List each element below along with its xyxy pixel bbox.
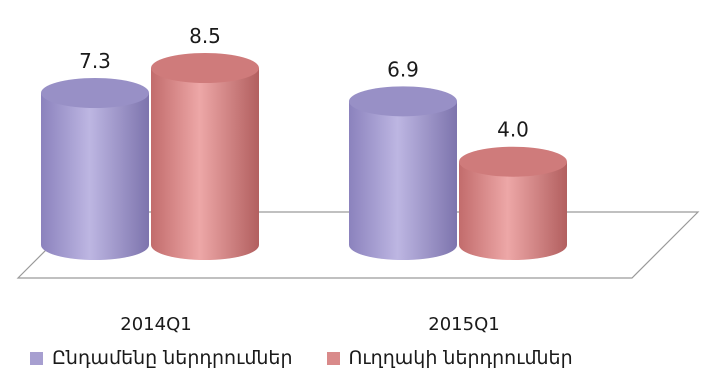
value-label: 6.9 (387, 57, 419, 81)
legend-item-direct: Ուղղակի ներդրումներ (326, 347, 573, 369)
bar-2015Q1-series-0 (349, 86, 457, 260)
legend-swatch-total (30, 351, 43, 365)
category-label: 2014Q1 (120, 314, 191, 335)
bar-2014Q1-series-1 (151, 53, 259, 260)
bar-top (41, 77, 149, 108)
value-labels-layer: 7.3 8.5 6.9 4.0 (79, 24, 529, 142)
legend-item-total: Ընդամենը ներդրումներ (30, 347, 293, 369)
bar-2014Q1-series-0 (41, 77, 149, 260)
legend-label-direct: Ուղղակի ներդրումներ (348, 347, 573, 369)
value-label: 8.5 (189, 24, 221, 48)
bar-top (459, 146, 567, 177)
bar-top (349, 86, 457, 117)
category-labels-layer: 2014Q1 2015Q1 (120, 314, 499, 335)
value-label: 4.0 (497, 118, 529, 142)
bar-2015Q1-series-1 (459, 146, 567, 260)
legend: Ընդամենը ներդրումներ Ուղղակի ներդրումներ (30, 343, 690, 373)
bars-layer (41, 53, 567, 260)
category-label: 2015Q1 (428, 314, 499, 335)
bar-body (41, 92, 149, 260)
bar-body (151, 68, 259, 260)
legend-label-total: Ընդամենը ներդրումներ (52, 347, 293, 369)
bar-body (349, 101, 457, 260)
legend-swatch-direct (326, 351, 340, 365)
bar-top (151, 53, 259, 83)
value-label: 7.3 (79, 49, 111, 73)
bar-body (459, 161, 567, 260)
